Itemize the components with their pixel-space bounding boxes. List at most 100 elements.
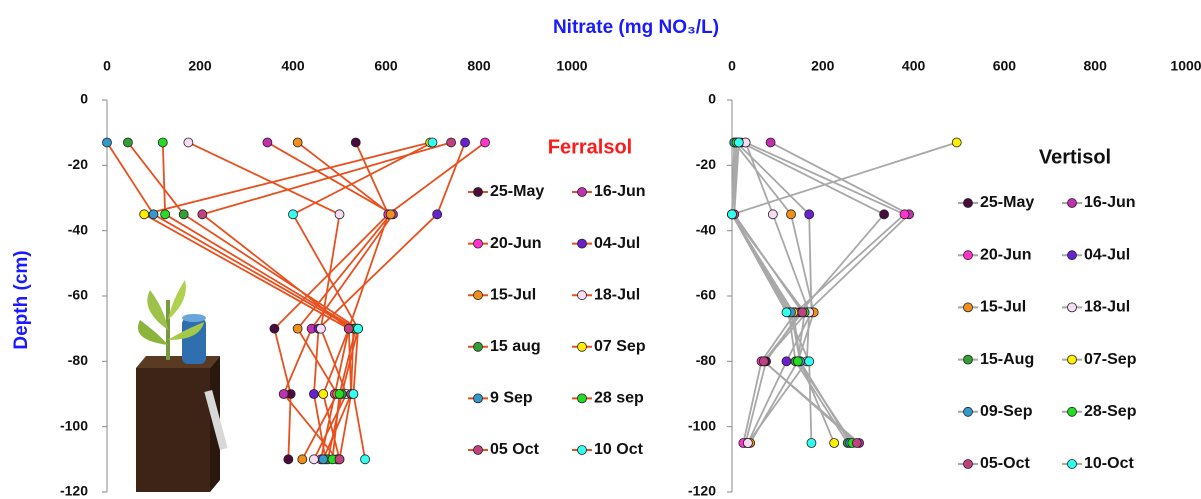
data-point [804, 209, 815, 220]
series-line [313, 142, 466, 460]
data-point [334, 209, 345, 220]
series-line [320, 141, 486, 460]
data-point [269, 323, 280, 334]
data-point [385, 209, 396, 220]
legend-label: 18-Jul [1084, 299, 1130, 316]
x-tick-label: 1000 [556, 58, 587, 74]
data-point [446, 137, 457, 148]
data-point [851, 438, 862, 448]
data-point [797, 307, 808, 318]
data-point [348, 389, 359, 399]
legend-label: 28-Sep [1084, 403, 1137, 420]
y-tick-label: -80 [68, 352, 88, 368]
data-point [792, 356, 803, 367]
data-point [318, 454, 329, 465]
data-point [804, 356, 815, 367]
legend-marker [963, 198, 973, 208]
x-tick-label: 1000 [1170, 58, 1201, 74]
legend-marker [963, 406, 973, 417]
legend-marker [473, 238, 483, 249]
data-point [288, 209, 298, 220]
data-point [292, 323, 303, 334]
data-point [806, 438, 817, 448]
data-point [767, 209, 778, 220]
legend-label: 25-May [490, 183, 544, 200]
legend-marker [1067, 250, 1077, 261]
legend-marker [1067, 406, 1077, 417]
x-tick-label: 400 [902, 58, 926, 74]
data-point [343, 323, 354, 334]
y-tick-label: -80 [696, 352, 716, 368]
pot-illustration [136, 280, 228, 492]
data-point [148, 209, 159, 220]
y-tick-label: -20 [68, 156, 88, 172]
legend-marker [473, 445, 483, 455]
data-point [829, 438, 840, 448]
legend-label: 20-Jun [980, 246, 1032, 263]
y-tick-label: -20 [696, 156, 716, 172]
data-point [879, 209, 889, 220]
legend-label: 05-Oct [980, 455, 1030, 472]
x-tick-label: 600 [374, 58, 398, 74]
legend-marker [473, 341, 483, 352]
legend-label: 10 Oct [594, 441, 644, 458]
legend-marker [963, 250, 973, 261]
legend-marker [1067, 302, 1077, 313]
data-point [178, 209, 189, 220]
data-point [123, 137, 133, 148]
data-point [360, 454, 370, 465]
series-line [762, 141, 911, 444]
data-point [353, 323, 364, 334]
legend-marker [963, 354, 973, 365]
data-point [262, 137, 273, 148]
data-point [427, 137, 438, 148]
legend-label: 09-Sep [980, 403, 1033, 420]
legend-label: 05 Oct [490, 441, 540, 458]
data-point [460, 137, 470, 148]
legend-marker [577, 187, 587, 197]
legend-label: 10-Oct [1084, 455, 1134, 472]
y-tick-label: 0 [80, 91, 88, 107]
x-tick-label: 600 [993, 58, 1017, 74]
data-point [278, 389, 289, 399]
legend-label: 28 sep [594, 390, 644, 407]
y-tick-label: -120 [60, 483, 88, 499]
data-point [727, 209, 737, 220]
x-tick-label: 200 [811, 58, 835, 74]
data-point [283, 454, 294, 465]
panel-label: Ferralsol [548, 136, 632, 158]
legend-marker [577, 445, 587, 455]
legend-marker [1067, 459, 1077, 469]
legend-label: 18-Jul [594, 286, 640, 303]
data-point [297, 454, 308, 465]
series-line [735, 141, 813, 444]
chart-title: Nitrate (mg NO₃/L) [553, 17, 719, 38]
data-point [758, 356, 769, 367]
legend-marker [577, 341, 587, 352]
data-point [157, 137, 168, 148]
x-tick-label: 800 [1084, 58, 1108, 74]
legend-marker [963, 459, 973, 469]
y-tick-label: -40 [696, 221, 716, 237]
legend-label: 20-Jun [490, 235, 542, 252]
data-point [292, 137, 303, 148]
y-tick-label: -100 [60, 417, 88, 433]
data-point [183, 137, 194, 148]
data-point [432, 209, 443, 220]
data-point [742, 438, 753, 448]
legend-label: 07-Sep [1084, 351, 1137, 368]
legend-marker [963, 302, 973, 313]
data-point [102, 137, 112, 148]
data-point [334, 389, 345, 399]
legend-label: 07 Sep [594, 338, 646, 355]
data-point [309, 389, 319, 399]
data-point [315, 323, 326, 334]
legend-marker [1067, 354, 1077, 365]
data-point [899, 209, 910, 220]
legend-marker [577, 238, 587, 249]
legend-marker [577, 393, 587, 404]
data-point [781, 356, 792, 367]
legend-label: 16-Jun [594, 183, 646, 200]
legend-label: 15-Jul [980, 299, 1026, 316]
legend-marker [473, 393, 483, 404]
